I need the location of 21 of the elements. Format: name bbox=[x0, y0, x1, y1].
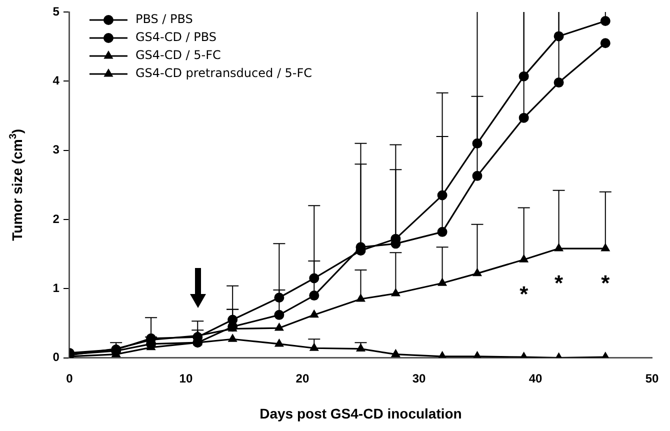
y-tick-label: 0 bbox=[52, 350, 60, 364]
x-tick-label: 50 bbox=[645, 371, 659, 386]
legend-label: PBS / PBS bbox=[135, 12, 193, 26]
x-tick-label: 30 bbox=[412, 371, 426, 386]
x-axis-title: Days post GS4-CD inoculation bbox=[260, 405, 462, 422]
annotation: * bbox=[554, 270, 564, 296]
y-tick-label: 1 bbox=[52, 280, 60, 295]
annotation: * bbox=[601, 270, 610, 296]
y-tick-label: 5 bbox=[52, 4, 60, 18]
legend-label: GS4-CD / PBS bbox=[135, 30, 217, 44]
legend-label: GS4-CD pretransduced / 5-FC bbox=[135, 66, 312, 80]
x-tick-label: 20 bbox=[296, 371, 310, 386]
x-tick-label: 40 bbox=[528, 371, 542, 386]
x-tick-label: 0 bbox=[66, 371, 74, 386]
y-tick-label: 3 bbox=[52, 142, 60, 157]
annotation: * bbox=[520, 282, 529, 307]
y-axis-title: Tumor size (cm3) bbox=[8, 128, 25, 241]
legend-label: GS4-CD / 5-FC bbox=[135, 48, 221, 62]
y-tick-label: 4 bbox=[52, 73, 60, 88]
x-tick-label: 10 bbox=[179, 371, 193, 386]
y-tick-label: 2 bbox=[52, 212, 60, 226]
